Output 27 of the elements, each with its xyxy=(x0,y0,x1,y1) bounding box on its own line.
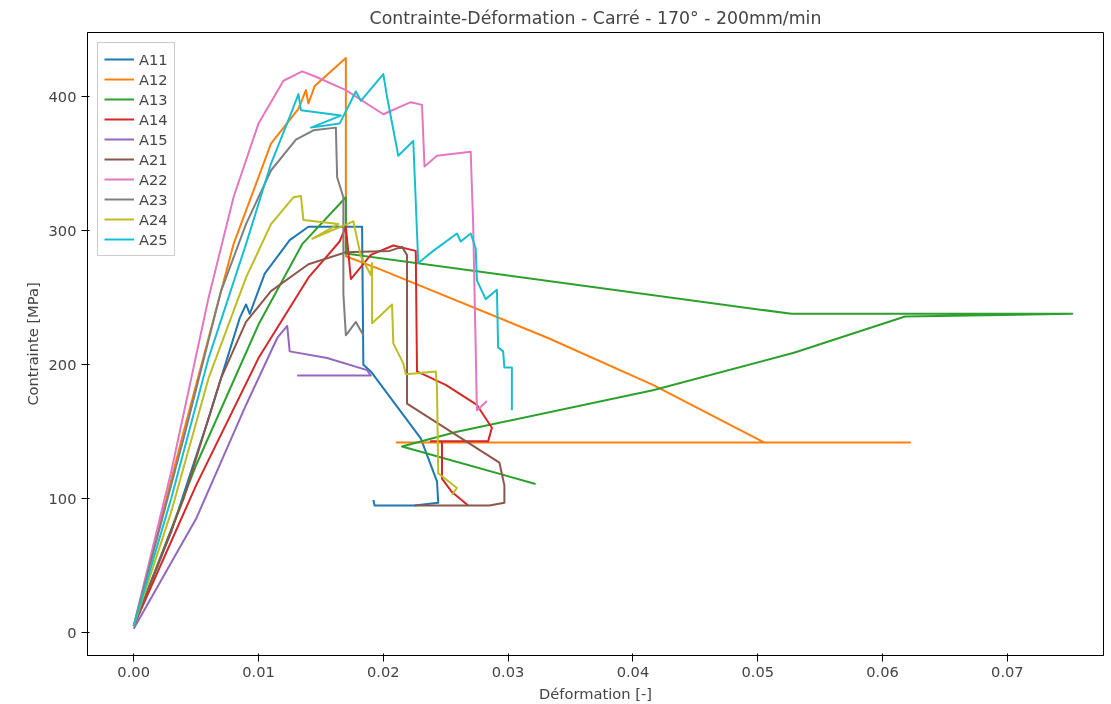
legend-label: A11 xyxy=(139,50,168,68)
y-tick-label: 200 xyxy=(48,355,77,373)
x-tick-label: 0.02 xyxy=(367,662,400,680)
x-axis-title: Déformation [-] xyxy=(539,684,652,702)
legend-label: A21 xyxy=(139,150,168,168)
legend-label: A15 xyxy=(139,130,168,148)
chart-title: Contrainte-Déformation - Carré - 170° - 200mm/min xyxy=(369,7,822,28)
x-tick-label: 0.01 xyxy=(242,662,275,680)
x-tick-label: 0.05 xyxy=(741,662,775,680)
y-axis-title: Contrainte [MPa] xyxy=(23,282,41,406)
x-tick-label: 0.07 xyxy=(991,662,1024,680)
x-tick-label: 0.06 xyxy=(866,662,899,680)
x-tick-label: 0.04 xyxy=(616,662,650,680)
y-tick-label: 300 xyxy=(48,221,77,239)
legend-label: A25 xyxy=(139,230,168,248)
legend-label: A24 xyxy=(139,210,168,228)
line-series xyxy=(132,324,372,630)
legend-label: A22 xyxy=(139,170,168,188)
x-tick-label: 0.03 xyxy=(491,662,525,680)
y-tick-label: 100 xyxy=(48,489,77,507)
legend-label: A13 xyxy=(139,90,168,108)
y-tick-label: 0 xyxy=(67,623,77,641)
legend-label: A12 xyxy=(139,70,168,88)
x-tick-label: 0.00 xyxy=(117,662,151,680)
y-tick-label: 400 xyxy=(48,87,77,105)
legend-label: A14 xyxy=(139,110,168,128)
legend-label: A23 xyxy=(139,190,168,208)
